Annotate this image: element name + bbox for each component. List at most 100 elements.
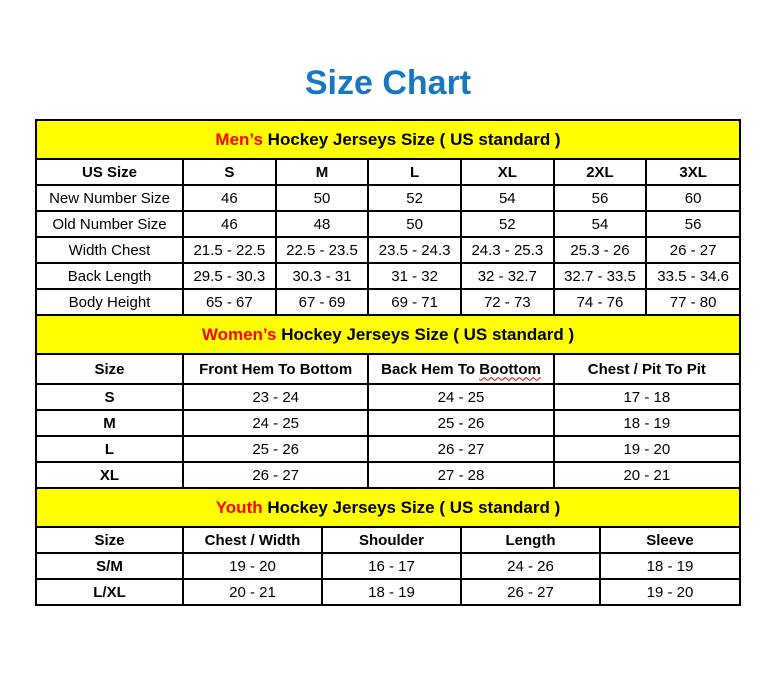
womens-section-header-red-word: Women’s [201, 325, 277, 344]
youth-data-cell: 26 - 27 [461, 579, 601, 604]
mens-data-cell: 52 [368, 185, 462, 212]
mens-data-cell: 50 [368, 211, 462, 238]
mens-data-cell: 52 [460, 211, 555, 238]
youth-table-row: L/XL 20 - 21 18 - 19 26 - 27 19 - 20 [37, 579, 739, 604]
mens-data-cell: 30.3 - 31 [275, 263, 370, 290]
mens-column-header: L [368, 160, 462, 186]
youth-column-header: Length [461, 528, 601, 554]
mens-row-label: Width Chest [37, 237, 184, 264]
mens-column-header: US Size [37, 160, 184, 186]
mens-data-cell: 33.5 - 34.6 [646, 263, 739, 290]
mens-data-cell: 21.5 - 22.5 [183, 237, 277, 264]
youth-data-cell: 19 - 20 [646, 583, 694, 601]
womens-data-cell: 17 - 18 [553, 384, 739, 411]
mens-column-header: S [183, 160, 277, 186]
womens-data-cell: 24 - 25 [183, 410, 370, 437]
mens-data-cell: 24.3 - 25.3 [460, 237, 555, 264]
youth-column-header: Sleeve [600, 528, 739, 554]
page-title: Size Chart [304, 64, 472, 102]
womens-data-cell: 26 - 27 [368, 436, 555, 463]
youth-data-cell: 18 - 19 [600, 553, 739, 580]
mens-data-cell: 26 - 27 [646, 237, 739, 264]
misspelled-word: Boottom [479, 360, 541, 378]
youth-section-header: Youth Hockey Jerseys Size ( US standard … [37, 489, 739, 528]
mens-data-cell: 74 - 76 [553, 289, 648, 316]
mens-data-cell: 72 - 73 [460, 289, 555, 316]
mens-data-cell: 60 [646, 185, 739, 212]
mens-row-label: New Number Size [37, 185, 184, 212]
mens-row-label: Back Length [37, 263, 184, 290]
size-chart-table: Men’s Hockey Jerseys Size ( US standard … [35, 119, 741, 606]
youth-data-cell: 16 - 17 [322, 553, 462, 580]
womens-column-header: Front Hem To Bottom [183, 355, 370, 385]
womens-column-header: Chest / Pit To Pit [553, 355, 739, 385]
womens-row-label: XL [37, 462, 184, 489]
mens-data-cell: 67 - 69 [275, 289, 370, 316]
mens-column-header: 2XL [553, 160, 648, 186]
womens-data-cell: 25 - 26 [368, 410, 555, 437]
womens-column-header: Back Hem To Boottom [368, 355, 555, 385]
mens-data-cell: 56 [553, 185, 648, 212]
youth-data-cell: 19 - 20 [183, 553, 323, 580]
mens-size-table: US Size S M L XL 2XL 3XL New Number Size… [37, 160, 739, 316]
mens-table-row: Back Length 29.5 - 30.3 30.3 - 31 31 - 3… [37, 263, 739, 290]
womens-data-cell: 25 - 26 [183, 436, 370, 463]
mens-section-header-text: Hockey Jerseys Size ( US standard ) [262, 130, 561, 149]
youth-section-header-red-word: Youth [215, 498, 263, 517]
womens-row-label: L [37, 436, 184, 463]
mens-data-cell: 48 [275, 211, 370, 238]
womens-table-row: M 24 - 25 25 - 26 18 - 19 [37, 410, 739, 437]
youth-table-row: S/M 19 - 20 16 - 17 24 - 26 18 - 19 [37, 553, 739, 580]
youth-data-cell: 18 - 19 [322, 579, 462, 604]
mens-data-cell: 77 - 80 [646, 289, 739, 316]
youth-data-cell: 20 - 21 [183, 579, 323, 604]
mens-section-header-red-word: Men’s [215, 130, 263, 149]
womens-column-header: Size [37, 355, 184, 385]
womens-section-header: Women’s Hockey Jerseys Size ( US standar… [37, 316, 739, 355]
youth-header-row: Size Chest / Width Shoulder Length Sleev… [37, 528, 739, 554]
mens-data-cell: 69 - 71 [368, 289, 462, 316]
womens-data-cell: 26 - 27 [183, 462, 370, 489]
womens-section-header-text: Hockey Jerseys Size ( US standard ) [276, 325, 575, 344]
mens-table-row: New Number Size 46 50 52 54 56 60 [37, 185, 739, 212]
womens-data-cell: 24 - 25 [368, 384, 555, 411]
womens-row-label: S [37, 384, 184, 411]
mens-section-header: Men’s Hockey Jerseys Size ( US standard … [37, 121, 739, 160]
mens-column-header: M [275, 160, 370, 186]
mens-data-cell: 32.7 - 33.5 [553, 263, 648, 290]
womens-header-row: Size Front Hem To Bottom Back Hem To Boo… [37, 355, 739, 385]
mens-table-row: Old Number Size 46 48 50 52 54 56 [37, 211, 739, 238]
mens-header-row: US Size S M L XL 2XL 3XL [37, 160, 739, 186]
womens-table-row: XL 26 - 27 27 - 28 20 - 21 [37, 462, 739, 489]
mens-data-cell: 22.5 - 23.5 [275, 237, 370, 264]
youth-column-header: Size [37, 528, 184, 554]
mens-row-label: Body Height [37, 289, 184, 316]
mens-column-header: XL [460, 160, 555, 186]
womens-column-header-text: Back Hem To [381, 360, 480, 378]
womens-row-label: M [37, 410, 184, 437]
mens-column-header: 3XL [646, 160, 739, 186]
womens-table-row: L 25 - 26 26 - 27 19 - 20 [37, 436, 739, 463]
mens-table-row: Width Chest 21.5 - 22.5 22.5 - 23.5 23.5… [37, 237, 739, 264]
mens-data-cell: 54 [553, 211, 648, 238]
womens-data-cell: 18 - 19 [553, 410, 739, 437]
youth-row-label: S/M [37, 553, 184, 580]
youth-data-cell: 24 - 26 [461, 553, 601, 580]
mens-data-cell: 25.3 - 26 [553, 237, 648, 264]
mens-data-cell: 29.5 - 30.3 [183, 263, 277, 290]
womens-data-cell: 27 - 28 [368, 462, 555, 489]
youth-section-header-text: Hockey Jerseys Size ( US standard ) [262, 498, 561, 517]
mens-data-cell: 50 [275, 185, 370, 212]
womens-table-row: S 23 - 24 24 - 25 17 - 18 [37, 384, 739, 411]
youth-column-header: Chest / Width [183, 528, 323, 554]
mens-data-cell: 23.5 - 24.3 [368, 237, 462, 264]
youth-column-header: Shoulder [322, 528, 462, 554]
womens-data-cell: 23 - 24 [183, 384, 370, 411]
mens-data-cell: 65 - 67 [183, 289, 277, 316]
mens-data-cell: 31 - 32 [368, 263, 462, 290]
mens-data-cell: 32 - 32.7 [460, 263, 555, 290]
mens-data-cell: 56 [646, 211, 739, 238]
mens-table-row: Body Height 65 - 67 67 - 69 69 - 71 72 -… [37, 289, 739, 316]
mens-data-cell: 54 [460, 185, 555, 212]
